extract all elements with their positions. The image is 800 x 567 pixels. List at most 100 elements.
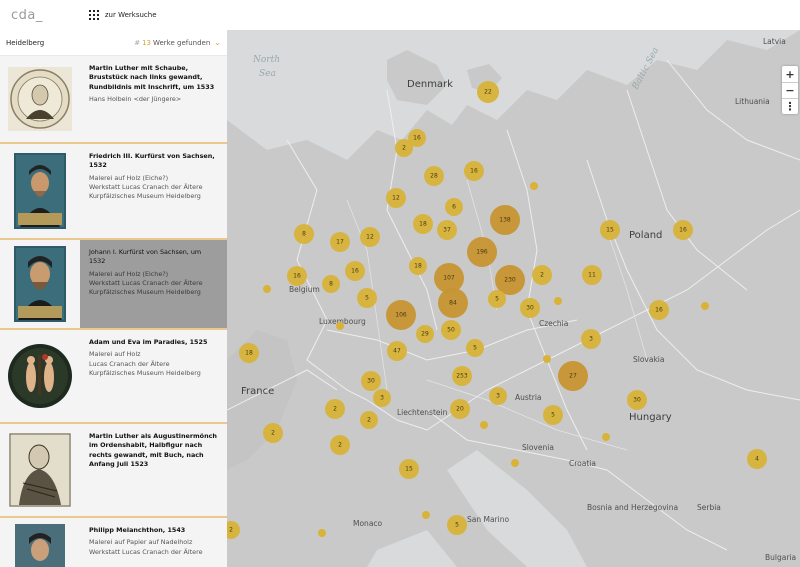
map-cluster-marker[interactable]: 28 [424, 166, 444, 186]
svg-text:138: 138 [499, 217, 511, 224]
svg-text:196: 196 [476, 249, 488, 256]
map-point-marker[interactable] [543, 355, 551, 363]
map-cluster-marker[interactable]: 16 [673, 220, 693, 240]
map-cluster-marker[interactable]: 12 [360, 227, 380, 247]
artwork-thumbnail [0, 144, 80, 238]
zoom-control: + − ⋮ [782, 66, 798, 114]
svg-text:30: 30 [633, 397, 641, 404]
artwork-title: Martin Luther als Augustinermönch im Ord… [89, 432, 217, 468]
map-cluster-marker[interactable]: 2 [360, 411, 378, 429]
svg-text:16: 16 [413, 135, 421, 142]
svg-text:106: 106 [395, 312, 407, 319]
artwork-title: Johann I. Kurfürst von Sachsen, um 1532 [89, 248, 202, 266]
map-cluster-marker[interactable]: 84 [438, 288, 468, 318]
map-cluster-marker[interactable]: 253 [452, 366, 472, 386]
map-cluster-marker[interactable]: 106 [386, 300, 416, 330]
zoom-out-button[interactable]: − [782, 82, 798, 98]
svg-text:2: 2 [338, 442, 342, 449]
map-cluster-marker[interactable]: 3 [581, 329, 601, 349]
map-cluster-marker[interactable]: 196 [467, 237, 497, 267]
map-point-marker[interactable] [263, 285, 271, 293]
result-item[interactable]: Adam und Eva im Paradies, 1525 Malerei a… [0, 330, 227, 424]
map-point-marker[interactable] [511, 459, 519, 467]
map-cluster-marker[interactable]: 2 [325, 399, 345, 419]
map-cluster-marker[interactable]: 50 [441, 320, 461, 340]
map-cluster-marker[interactable]: 5 [447, 515, 467, 535]
artwork-title: Friedrich III. Kurfürst von Sachsen, 153… [89, 152, 215, 170]
zoom-in-button[interactable]: + [785, 67, 795, 81]
map-cluster-marker[interactable]: 230 [495, 265, 525, 295]
map-view[interactable]: North Sea Baltic Sea Denmark Poland Lith… [227, 30, 800, 567]
map-cluster-marker[interactable]: 107 [434, 263, 464, 293]
result-item[interactable]: Friedrich III. Kurfürst von Sachsen, 153… [0, 144, 227, 240]
map-cluster-marker[interactable]: 16 [345, 261, 365, 281]
map-cluster-marker[interactable]: 15 [399, 459, 419, 479]
top-bar: cda_ zur Werksuche [0, 0, 800, 30]
map-cluster-marker[interactable]: 2 [395, 139, 413, 157]
map-cluster-marker[interactable]: 2 [532, 265, 552, 285]
map-cluster-marker[interactable]: 3 [489, 387, 507, 405]
map-cluster-marker[interactable]: 4 [747, 449, 767, 469]
map-cluster-marker[interactable]: 2 [263, 423, 283, 443]
map-cluster-marker[interactable]: 47 [387, 341, 407, 361]
map-point-marker[interactable] [422, 511, 430, 519]
svg-text:3: 3 [380, 395, 384, 402]
map-cluster-marker[interactable]: 18 [413, 214, 433, 234]
map-point-marker[interactable] [554, 297, 562, 305]
map-cluster-marker[interactable]: 5 [466, 339, 484, 357]
map-cluster-marker[interactable]: 2 [330, 435, 350, 455]
map-cluster-marker[interactable]: 8 [322, 275, 340, 293]
map-point-marker[interactable] [602, 433, 610, 441]
country-label: Czechia [539, 319, 568, 328]
map-cluster-marker[interactable]: 18 [239, 343, 259, 363]
map-point-marker[interactable] [530, 182, 538, 190]
country-label: Monaco [353, 519, 383, 528]
result-item-active[interactable]: Johann I. Kurfürst von Sachsen, um 1532 … [0, 240, 227, 330]
map-cluster-marker[interactable]: 12 [386, 188, 406, 208]
svg-text:107: 107 [443, 275, 455, 282]
layers-button[interactable]: ⋮ [782, 98, 798, 114]
map-cluster-marker[interactable]: 16 [287, 266, 307, 286]
map-cluster-marker[interactable]: 3 [373, 389, 391, 407]
map-point-marker[interactable] [336, 322, 344, 330]
results-sidebar: Heidelberg # 13 Werke gefunden ⌄ Martin … [0, 30, 227, 567]
map-cluster-marker[interactable]: 27 [558, 361, 588, 391]
map-cluster-marker[interactable]: 5 [488, 290, 506, 308]
map-cluster-marker[interactable]: 5 [357, 288, 377, 308]
map-canvas[interactable]: North Sea Baltic Sea Denmark Poland Lith… [227, 30, 800, 567]
map-point-marker[interactable] [701, 302, 709, 310]
app-logo[interactable]: cda_ [11, 7, 43, 23]
map-cluster-marker[interactable]: 8 [294, 224, 314, 244]
map-cluster-marker[interactable]: 2 [227, 521, 240, 539]
map-cluster-marker[interactable]: 16 [408, 129, 426, 147]
grid-menu-icon[interactable] [88, 10, 99, 20]
svg-text:28: 28 [430, 173, 438, 180]
map-cluster-marker[interactable]: 30 [520, 298, 540, 318]
map-cluster-marker[interactable]: 16 [464, 161, 484, 181]
map-cluster-marker[interactable]: 18 [409, 257, 427, 275]
map-point-marker[interactable] [480, 421, 488, 429]
map-cluster-marker[interactable]: 15 [600, 220, 620, 240]
result-item[interactable]: Martin Luther als Augustinermönch im Ord… [0, 424, 227, 518]
work-search-link[interactable]: zur Werksuche [104, 11, 157, 19]
map-cluster-marker[interactable]: 29 [416, 325, 434, 343]
map-cluster-marker[interactable]: 30 [627, 390, 647, 410]
map-cluster-marker[interactable]: 138 [490, 205, 520, 235]
svg-text:2: 2 [333, 406, 337, 413]
map-cluster-marker[interactable]: 16 [649, 300, 669, 320]
map-cluster-marker[interactable]: 30 [361, 371, 381, 391]
map-cluster-marker[interactable]: 5 [543, 405, 563, 425]
map-cluster-marker[interactable]: 6 [445, 198, 463, 216]
map-cluster-marker[interactable]: 22 [477, 81, 499, 103]
svg-text:2: 2 [540, 272, 544, 279]
map-cluster-marker[interactable]: 17 [330, 232, 350, 252]
result-item[interactable]: Martin Luther mit Schaube, Bruststück na… [0, 56, 227, 144]
map-point-marker[interactable] [318, 529, 326, 537]
result-item[interactable]: Philipp Melanchthon, 1543 Malerei auf Pa… [0, 518, 227, 567]
map-cluster-marker[interactable]: 11 [582, 265, 602, 285]
map-cluster-marker[interactable]: 20 [450, 399, 470, 419]
results-count-toggle[interactable]: # 13 Werke gefunden ⌄ [134, 38, 221, 47]
svg-text:18: 18 [245, 350, 253, 357]
country-label: Slovakia [633, 355, 665, 364]
map-cluster-marker[interactable]: 37 [437, 220, 457, 240]
